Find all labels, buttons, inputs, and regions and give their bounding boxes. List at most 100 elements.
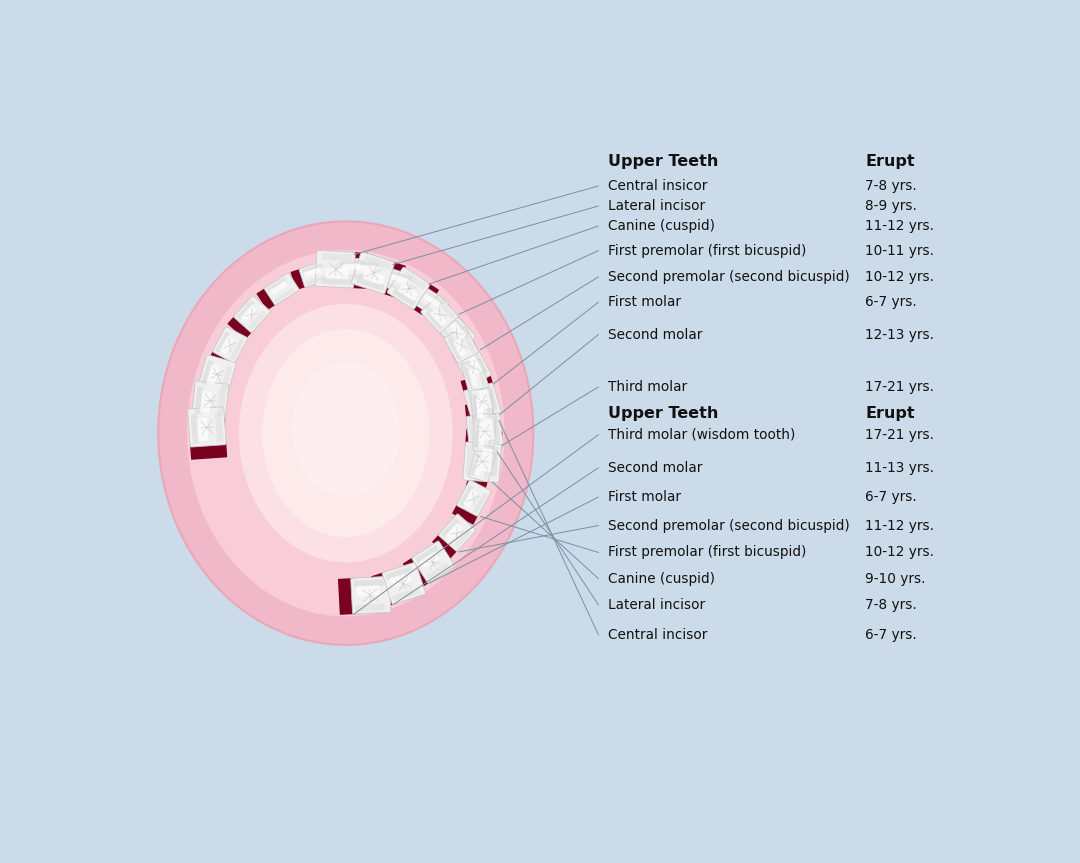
FancyBboxPatch shape [315, 250, 355, 288]
FancyBboxPatch shape [220, 365, 233, 391]
FancyBboxPatch shape [488, 419, 495, 444]
FancyBboxPatch shape [476, 363, 486, 386]
FancyBboxPatch shape [442, 329, 460, 348]
FancyBboxPatch shape [411, 541, 455, 583]
Text: Canine (cuspid): Canine (cuspid) [608, 219, 715, 233]
Text: Lateral incisor: Lateral incisor [608, 199, 705, 213]
FancyBboxPatch shape [274, 287, 295, 303]
FancyBboxPatch shape [467, 413, 503, 451]
FancyBboxPatch shape [384, 268, 417, 295]
FancyBboxPatch shape [469, 449, 496, 482]
FancyBboxPatch shape [372, 571, 396, 608]
FancyBboxPatch shape [464, 401, 500, 421]
FancyBboxPatch shape [349, 252, 368, 289]
Text: 8-9 yrs.: 8-9 yrs. [865, 199, 917, 213]
Text: 10-12 yrs.: 10-12 yrs. [865, 270, 934, 284]
Text: 11-12 yrs.: 11-12 yrs. [865, 519, 934, 532]
FancyBboxPatch shape [460, 373, 494, 395]
FancyBboxPatch shape [356, 585, 380, 596]
Ellipse shape [239, 304, 453, 563]
Text: 10-12 yrs.: 10-12 yrs. [865, 545, 934, 559]
FancyBboxPatch shape [301, 263, 323, 274]
Text: Canine (cuspid): Canine (cuspid) [608, 571, 715, 586]
FancyBboxPatch shape [213, 327, 247, 363]
FancyBboxPatch shape [465, 429, 502, 449]
FancyBboxPatch shape [192, 381, 229, 419]
Ellipse shape [292, 362, 401, 497]
FancyBboxPatch shape [338, 578, 357, 614]
FancyBboxPatch shape [200, 391, 212, 413]
FancyBboxPatch shape [403, 556, 432, 589]
FancyBboxPatch shape [354, 261, 379, 267]
FancyBboxPatch shape [478, 422, 485, 441]
FancyBboxPatch shape [473, 413, 494, 427]
FancyBboxPatch shape [339, 260, 364, 266]
FancyBboxPatch shape [437, 299, 456, 319]
Text: 17-21 yrs.: 17-21 yrs. [865, 380, 934, 394]
FancyBboxPatch shape [426, 311, 443, 330]
FancyBboxPatch shape [190, 411, 226, 431]
FancyBboxPatch shape [386, 566, 414, 580]
FancyBboxPatch shape [474, 457, 484, 476]
FancyBboxPatch shape [445, 523, 462, 540]
FancyBboxPatch shape [228, 314, 254, 339]
FancyBboxPatch shape [467, 391, 478, 417]
FancyBboxPatch shape [461, 359, 488, 392]
FancyBboxPatch shape [480, 389, 492, 409]
FancyBboxPatch shape [465, 444, 474, 475]
Text: 11-12 yrs.: 11-12 yrs. [865, 219, 934, 233]
Text: 11-13 yrs.: 11-13 yrs. [865, 461, 934, 475]
FancyBboxPatch shape [194, 387, 204, 414]
FancyBboxPatch shape [469, 383, 490, 401]
FancyBboxPatch shape [487, 428, 494, 450]
FancyBboxPatch shape [380, 261, 406, 298]
FancyBboxPatch shape [195, 381, 229, 404]
Text: First premolar (first bicuspid): First premolar (first bicuspid) [608, 243, 806, 258]
Text: 17-21 yrs.: 17-21 yrs. [865, 428, 934, 442]
FancyBboxPatch shape [407, 282, 429, 306]
FancyBboxPatch shape [351, 252, 394, 294]
FancyBboxPatch shape [457, 480, 491, 516]
Text: Second premolar (second bicuspid): Second premolar (second bicuspid) [608, 519, 850, 532]
Text: First premolar (first bicuspid): First premolar (first bicuspid) [608, 545, 806, 559]
Text: Upper Teeth: Upper Teeth [608, 406, 718, 421]
FancyBboxPatch shape [473, 492, 487, 513]
FancyBboxPatch shape [423, 293, 441, 307]
FancyBboxPatch shape [426, 563, 449, 580]
FancyBboxPatch shape [437, 314, 464, 340]
Text: Lateral incisor: Lateral incisor [608, 598, 705, 612]
FancyBboxPatch shape [353, 579, 383, 588]
FancyBboxPatch shape [188, 406, 226, 447]
FancyBboxPatch shape [463, 383, 501, 421]
Text: Second premolar (second bicuspid): Second premolar (second bicuspid) [608, 270, 850, 284]
Text: Second molar: Second molar [608, 328, 702, 342]
FancyBboxPatch shape [473, 396, 478, 421]
FancyBboxPatch shape [450, 322, 467, 338]
FancyBboxPatch shape [219, 336, 233, 354]
FancyBboxPatch shape [337, 258, 369, 280]
FancyBboxPatch shape [473, 423, 496, 452]
Text: 6-7 yrs.: 6-7 yrs. [865, 628, 917, 642]
FancyBboxPatch shape [363, 270, 386, 286]
Text: 10-11 yrs.: 10-11 yrs. [865, 243, 934, 258]
Text: Central incisor: Central incisor [608, 628, 707, 642]
Text: First molar: First molar [608, 295, 680, 309]
Text: Erupt: Erupt [865, 406, 915, 421]
Text: Erupt: Erupt [865, 154, 915, 169]
FancyBboxPatch shape [448, 338, 462, 360]
FancyBboxPatch shape [415, 545, 438, 564]
Text: Second molar: Second molar [608, 461, 702, 475]
FancyBboxPatch shape [355, 603, 386, 612]
FancyBboxPatch shape [351, 576, 391, 614]
FancyBboxPatch shape [486, 386, 498, 411]
FancyBboxPatch shape [230, 339, 244, 361]
FancyBboxPatch shape [459, 485, 474, 507]
FancyBboxPatch shape [392, 588, 420, 602]
FancyBboxPatch shape [199, 355, 237, 394]
FancyBboxPatch shape [353, 275, 379, 280]
FancyBboxPatch shape [197, 418, 208, 441]
FancyBboxPatch shape [476, 397, 483, 414]
Text: 7-8 yrs.: 7-8 yrs. [865, 179, 917, 193]
FancyBboxPatch shape [464, 367, 474, 389]
Ellipse shape [159, 222, 534, 645]
